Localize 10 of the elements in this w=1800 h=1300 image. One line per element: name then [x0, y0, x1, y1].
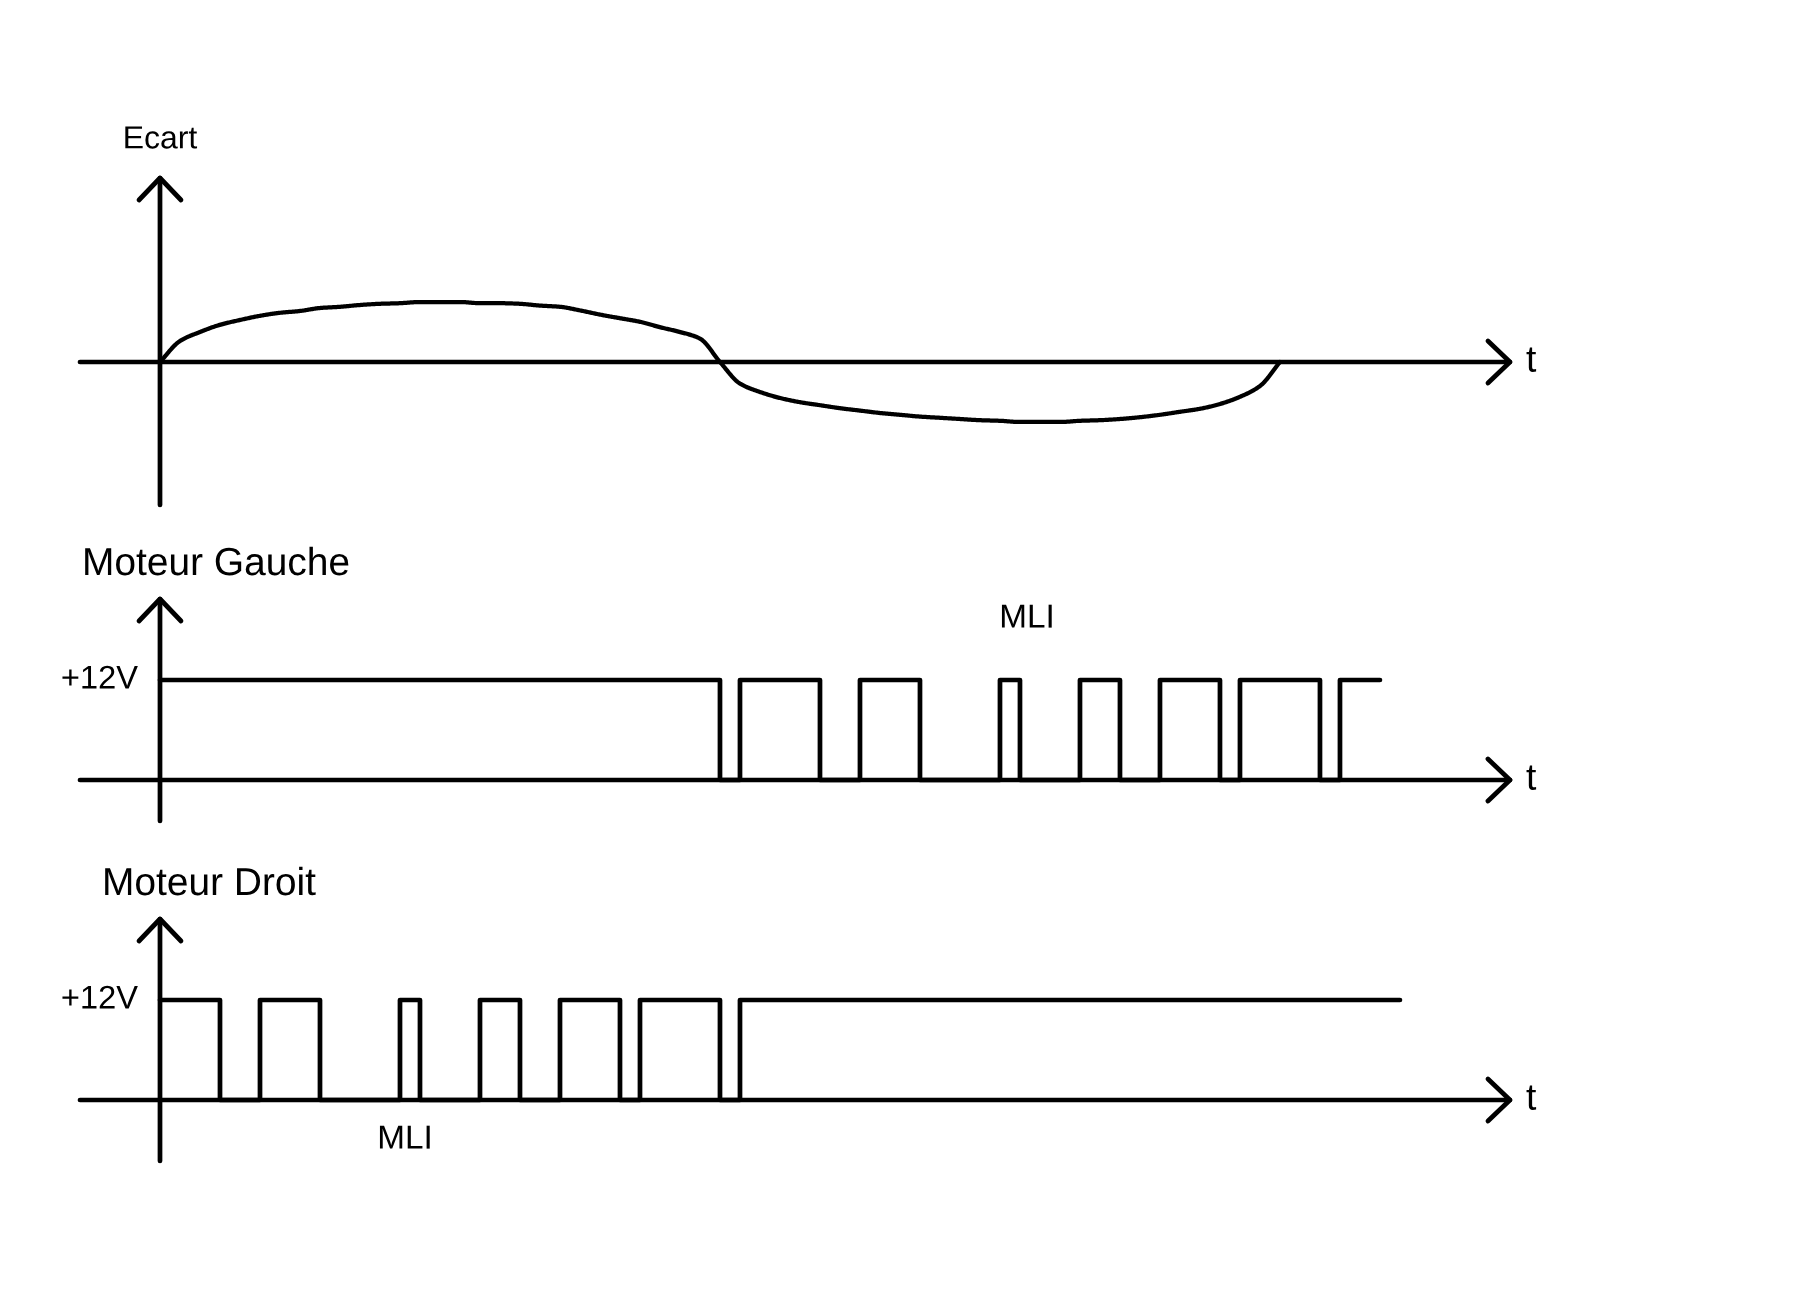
text: MLI	[1001, 604, 1052, 628]
x-axis-title: t	[1526, 347, 1537, 372]
text: MLI	[379, 1125, 430, 1149]
chart-title: Moteur Droit	[105, 866, 316, 896]
text: +12V	[62, 985, 138, 1009]
x-axis-title: t	[1526, 1085, 1537, 1110]
chart-title: Moteur Gauche	[85, 546, 349, 576]
y-axis-title: Ecart	[125, 126, 198, 149]
text: +12V	[62, 665, 138, 689]
x-axis-title: t	[1526, 765, 1537, 790]
